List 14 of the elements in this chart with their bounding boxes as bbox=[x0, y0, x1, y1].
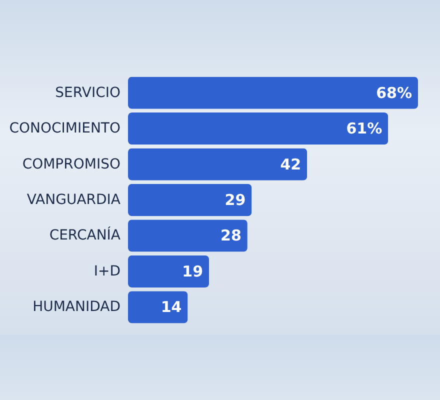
y-tick-label: CONOCIMIENTO bbox=[9, 120, 120, 137]
data-label: 19 bbox=[182, 262, 204, 280]
y-tick-label: HUMANIDAD bbox=[32, 299, 120, 316]
data-label: 68% bbox=[376, 84, 412, 102]
data-label: 42 bbox=[280, 155, 302, 174]
data-label: 14 bbox=[160, 298, 182, 316]
data-label: 61% bbox=[346, 120, 382, 138]
y-tick-label: CERCANÍA bbox=[49, 226, 121, 244]
y-tick-label: COMPROMISO bbox=[22, 156, 120, 172]
y-tick-label: VANGUARDIA bbox=[26, 192, 121, 208]
data-label: 29 bbox=[224, 191, 246, 209]
y-tick-label: I+D bbox=[94, 263, 120, 280]
y-tick-label: SERVICIO bbox=[55, 84, 120, 101]
data-label: 28 bbox=[220, 226, 242, 245]
